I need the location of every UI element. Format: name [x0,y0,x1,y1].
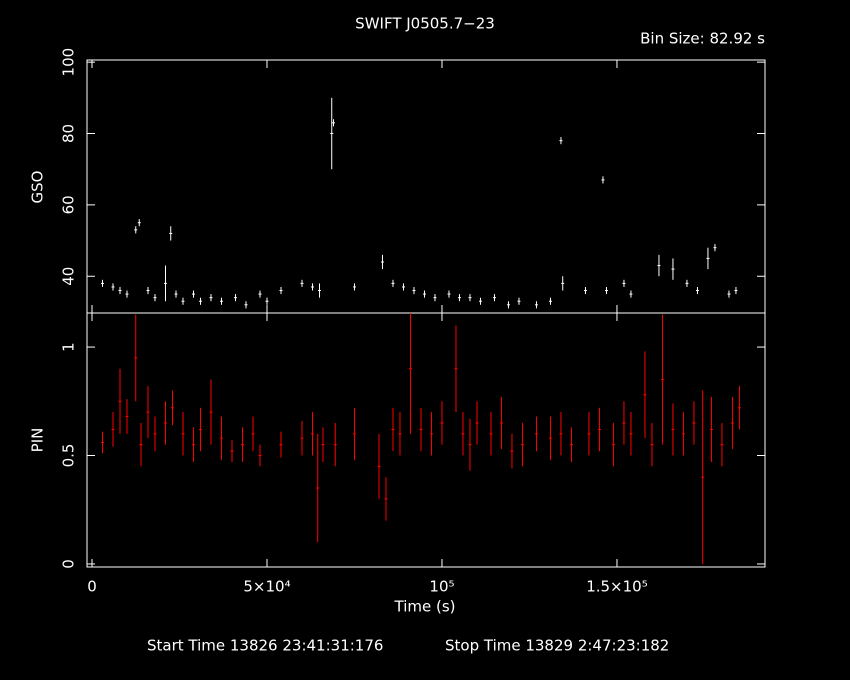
y-axis-label: PIN [29,428,47,453]
plot-area [101,97,738,309]
panel-frame [86,312,766,568]
y-tick-label: 60 [60,195,78,214]
y-tick-label: 40 [60,267,78,286]
bin-size: Bin Size: 82.92 s [640,30,765,48]
plot-area [101,313,741,564]
x-tick-label: 5×10⁴ [243,578,290,596]
stop-time: Stop Time 13829 2:47:23:182 [445,637,669,655]
y-tick-label: 100 [60,48,78,77]
chart-title: SWIFT J0505.7−23 [355,15,495,33]
x-tick-label: 0 [87,578,97,596]
y-tick-label: 0 [60,559,78,569]
panel-frame [86,59,766,314]
x-axis-label: Time (s) [394,598,456,616]
start-time: Start Time 13826 23:41:31:176 [147,637,383,655]
x-tick-label: 10⁵ [429,578,454,596]
y-tick-label: 1 [60,342,78,352]
y-tick-label: 0.5 [60,444,78,468]
y-tick-label: 80 [60,124,78,143]
y-axis-label: GSO [29,171,47,204]
x-tick-label: 1.5×10⁵ [586,578,648,596]
